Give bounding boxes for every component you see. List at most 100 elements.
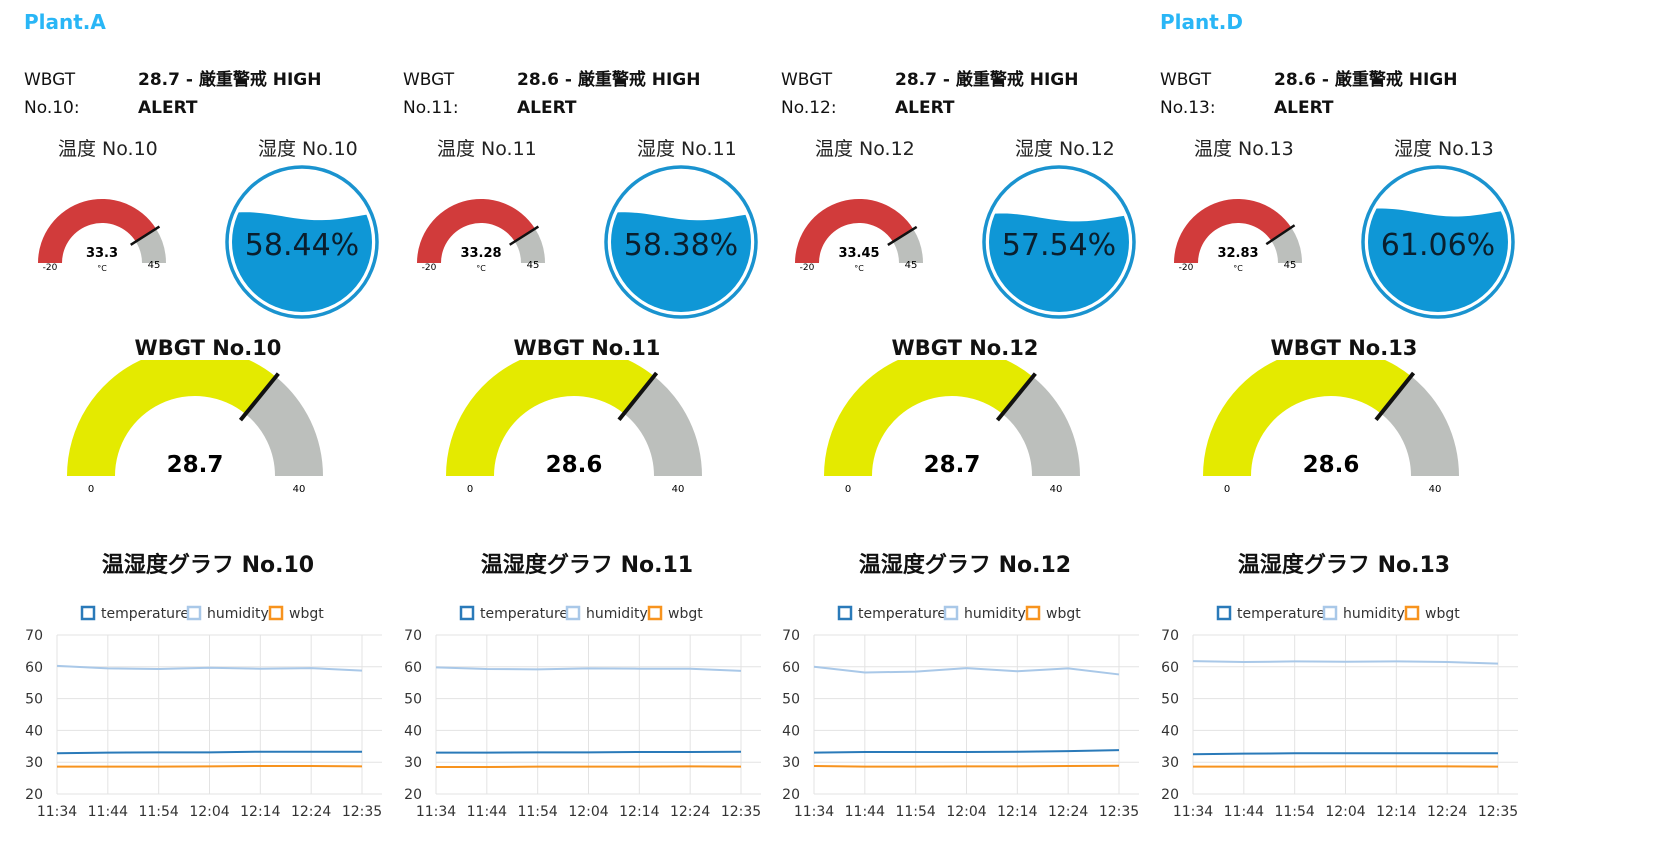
legend-swatch-wbgt xyxy=(1404,605,1420,621)
x-tick-label: 12:04 xyxy=(189,804,229,820)
legend-label-temperature: temperature xyxy=(101,606,189,622)
humidity-label: 湿度 No.10 xyxy=(258,138,358,160)
wbgt-status-key: WBGT No.12: xyxy=(781,66,837,122)
temperature-min-label: -20 xyxy=(800,263,815,273)
wbgt-gauge-value: 28.7 xyxy=(167,452,224,478)
chart-title: 温湿度グラフ No.10 xyxy=(101,553,315,578)
series-line-wbgt xyxy=(813,764,1120,768)
wbgt-gauge-value: 28.6 xyxy=(1303,452,1360,478)
humidity-gauge-ring xyxy=(604,165,758,319)
wbgt-gauge-needle xyxy=(617,371,659,422)
wbgt-gauge-title: WBGT No.11 xyxy=(513,336,661,360)
x-tick-label: 11:54 xyxy=(1274,804,1314,820)
wbgt-status-key: WBGT No.13: xyxy=(1160,66,1216,122)
humidity-gauge: 61.06% xyxy=(1361,165,1515,319)
temperature-label: 温度 No.10 xyxy=(58,138,158,160)
y-tick-label: 40 xyxy=(782,723,800,739)
wbgt-gauge: 28.7 0 40 xyxy=(67,360,323,495)
y-tick-label: 20 xyxy=(782,787,800,803)
wbgt-status-value: 28.7 - 厳重警戒 HIGH ALERT xyxy=(138,66,322,122)
legend-label-temperature: temperature xyxy=(1237,606,1325,622)
temperature-min-label: -20 xyxy=(43,263,58,273)
legend-label-temperature: temperature xyxy=(480,606,568,622)
humidity-wave-fill xyxy=(989,213,1129,312)
wbgt-gauge-track xyxy=(1381,376,1459,476)
chart-title: 温湿度グラフ No.12 xyxy=(858,553,1072,578)
legend-swatch-temperature xyxy=(80,605,96,621)
humidity-gauge: 58.38% xyxy=(604,165,758,319)
legend-swatch-wbgt xyxy=(1025,605,1041,621)
x-tick-label: 12:04 xyxy=(1325,804,1365,820)
temperature-gauge-needle xyxy=(1265,224,1296,246)
wbgt-gauge-needle xyxy=(238,372,280,422)
x-tick-label: 11:44 xyxy=(845,804,885,820)
x-tick-label: 11:34 xyxy=(37,804,77,820)
wbgt-key-label: WBGT xyxy=(1160,70,1212,90)
wbgt-gauge-track xyxy=(1002,376,1080,476)
series-line-wbgt xyxy=(57,765,363,768)
wbgt-gauge-min-label: 0 xyxy=(1224,484,1230,495)
temperature-max-label: 45 xyxy=(1284,260,1297,271)
x-tick-label: 11:44 xyxy=(467,804,507,820)
y-tick-label: 30 xyxy=(404,755,422,771)
monitor-panel-no10: WBGT No.10: 28.7 - 厳重警戒 HIGH ALERT 温度 No.10 湿… xyxy=(0,0,405,863)
wbgt-gauge-value: 28.6 xyxy=(546,452,603,478)
temperature-humidity-chart: temperature humidity wbgt 20 30 40 50 60 70 11:34… xyxy=(1161,605,1518,820)
wbgt-gauge-value: 28.7 xyxy=(924,452,981,478)
legend-swatch-humidity xyxy=(565,605,581,621)
humidity-label: 湿度 No.13 xyxy=(1394,138,1494,160)
wbgt-status-line2: ALERT xyxy=(517,98,577,118)
temperature-unit: °C xyxy=(476,264,486,273)
wbgt-gauge-needle xyxy=(1374,371,1416,422)
wbgt-gauge-min-label: 0 xyxy=(845,484,851,495)
y-tick-label: 40 xyxy=(1161,723,1179,739)
y-tick-label: 60 xyxy=(404,660,422,676)
x-tick-label: 12:35 xyxy=(1478,804,1518,820)
y-tick-label: 70 xyxy=(404,628,422,644)
sensor-number-key: No.11: xyxy=(403,98,459,118)
y-tick-label: 60 xyxy=(1161,660,1179,676)
humidity-value: 61.06% xyxy=(1381,228,1495,263)
x-tick-label: 12:24 xyxy=(1427,804,1467,820)
wbgt-gauge-max-label: 40 xyxy=(293,484,306,495)
humidity-label: 湿度 No.12 xyxy=(1015,138,1115,160)
series-line-temperature xyxy=(436,750,742,754)
y-tick-label: 70 xyxy=(782,628,800,644)
wbgt-status-key: WBGT No.10: xyxy=(24,66,80,122)
legend-swatch-wbgt xyxy=(647,605,663,621)
x-tick-label: 12:24 xyxy=(670,804,710,820)
x-tick-label: 12:14 xyxy=(240,804,280,820)
temperature-max-label: 45 xyxy=(905,260,918,271)
y-tick-label: 20 xyxy=(25,787,43,803)
legend-label-humidity: humidity xyxy=(207,606,269,622)
wbgt-gauge-title: WBGT No.10 xyxy=(134,336,282,360)
temperature-unit: °C xyxy=(854,264,864,273)
x-tick-label: 12:24 xyxy=(291,804,331,820)
x-tick-label: 11:34 xyxy=(1173,804,1213,820)
wbgt-gauge-min-label: 0 xyxy=(88,484,94,495)
x-tick-label: 12:35 xyxy=(342,804,382,820)
x-tick-label: 12:14 xyxy=(619,804,659,820)
wbgt-gauge-title: WBGT No.13 xyxy=(1270,336,1418,360)
legend-label-wbgt: wbgt xyxy=(1425,606,1460,622)
legend-label-wbgt: wbgt xyxy=(668,606,703,622)
temperature-gauge: 33.28 °C -20 45 xyxy=(417,199,545,273)
y-tick-label: 30 xyxy=(25,755,43,771)
x-tick-label: 12:24 xyxy=(1048,804,1088,820)
series-line-humidity xyxy=(56,664,363,672)
x-tick-label: 12:04 xyxy=(568,804,608,820)
x-tick-label: 11:54 xyxy=(138,804,178,820)
temperature-gauge-fill xyxy=(1174,199,1292,263)
y-tick-label: 40 xyxy=(404,723,422,739)
temperature-gauge-fill xyxy=(795,199,914,263)
y-tick-label: 30 xyxy=(1161,755,1179,771)
temperature-gauge: 32.83 °C -20 45 xyxy=(1174,199,1302,273)
x-tick-label: 12:35 xyxy=(1099,804,1139,820)
wbgt-gauge-track xyxy=(624,376,702,476)
temperature-max-label: 45 xyxy=(148,260,161,271)
wbgt-status-line1: 28.6 - 厳重警戒 HIGH xyxy=(517,70,701,90)
y-tick-label: 70 xyxy=(25,628,43,644)
y-tick-label: 50 xyxy=(404,692,422,708)
x-tick-label: 11:44 xyxy=(1224,804,1264,820)
wbgt-gauge-fill xyxy=(446,360,655,476)
